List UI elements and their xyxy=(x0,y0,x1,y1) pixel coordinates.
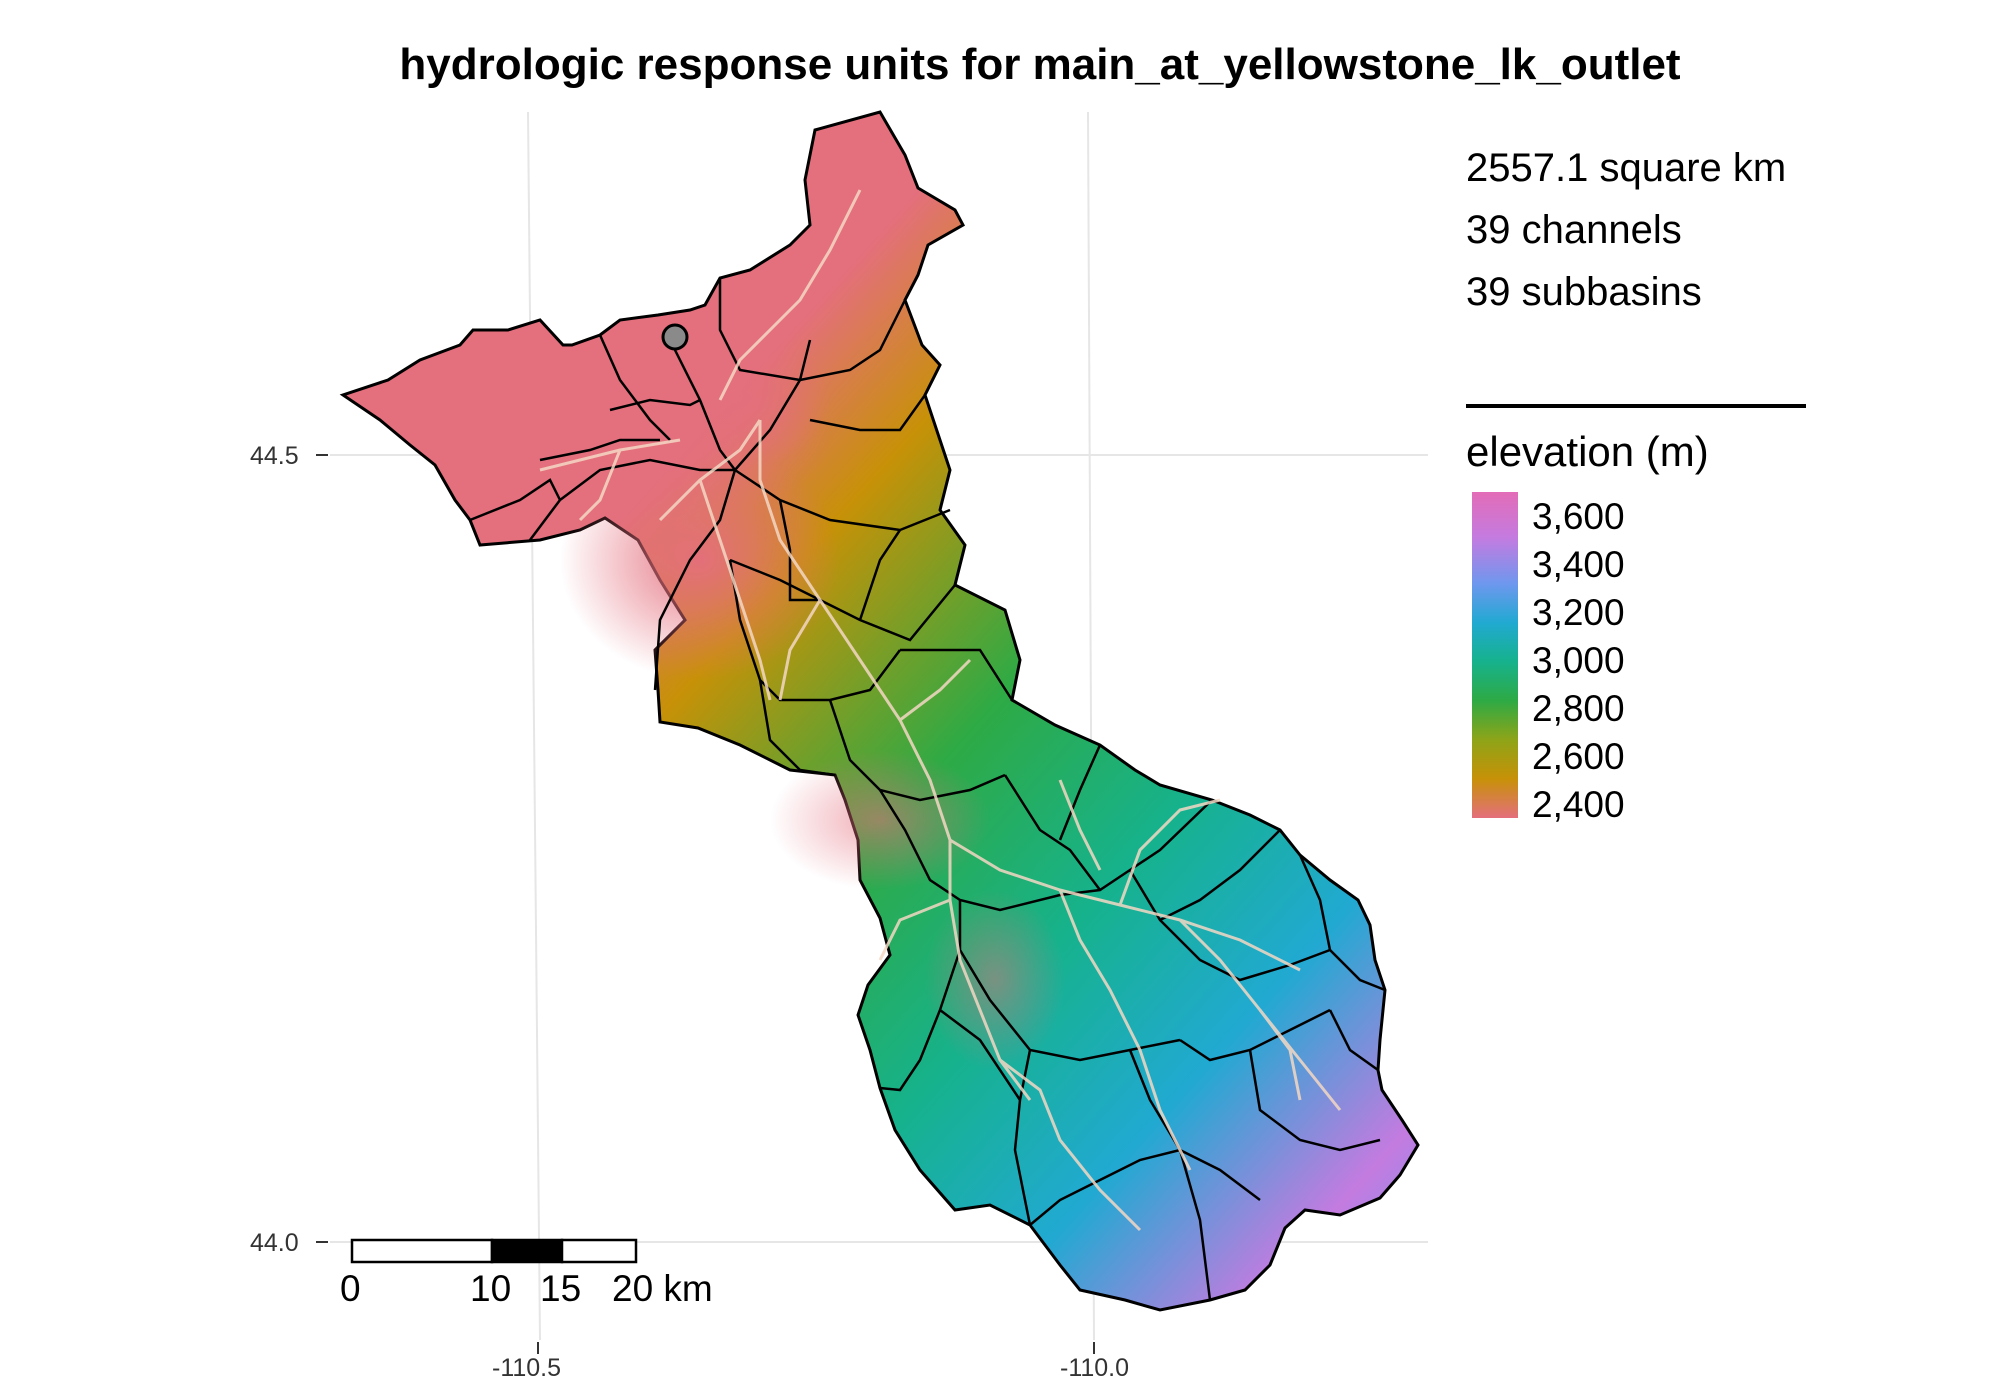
x-tick-label-110.5: -110.5 xyxy=(492,1354,562,1382)
stat-area: 2557.1 square km xyxy=(1466,146,1787,190)
legend-tick-2400: 2,400 xyxy=(1532,784,1625,825)
legend-tick-2800: 2,800 xyxy=(1532,688,1625,729)
map-title: hydrologic response units for main_at_ye… xyxy=(399,40,1681,89)
scale-label-0: 0 xyxy=(340,1268,361,1309)
legend-divider xyxy=(1466,404,1806,408)
scale-segment-10-15 xyxy=(490,1238,564,1264)
outlet-point-marker xyxy=(661,323,689,351)
stat-channels: 39 channels xyxy=(1466,208,1682,252)
stream-channels xyxy=(539,189,1342,1232)
y-tick-label-44.0: 44.0 xyxy=(250,1229,299,1257)
subbasin-boundaries xyxy=(469,278,1386,1301)
legend-tick-3400: 3,400 xyxy=(1532,544,1625,585)
legend-tick-2600: 2,600 xyxy=(1532,736,1625,777)
scale-segment-0-10 xyxy=(350,1238,494,1264)
watershed-boundary xyxy=(339,110,1420,1312)
scale-segment-15-20 xyxy=(560,1238,638,1264)
grid-line-110.5 xyxy=(527,111,541,1341)
legend-tick-3000: 3,000 xyxy=(1532,640,1625,681)
scale-label-10: 10 xyxy=(470,1268,512,1309)
x-tick-label-110.0: -110.0 xyxy=(1060,1354,1130,1382)
scale-bar xyxy=(350,1238,638,1264)
axis-ticks xyxy=(316,454,1095,1354)
elevation-colorbar xyxy=(1472,492,1518,818)
y-tick-label-44.5: 44.5 xyxy=(250,442,299,470)
stat-subbasins: 39 subbasins xyxy=(1466,270,1702,314)
scale-label-15: 15 xyxy=(540,1268,582,1309)
scale-label-20: 20 km xyxy=(612,1268,713,1309)
legend-title: elevation (m) xyxy=(1466,428,1709,475)
legend-tick-3200: 3,200 xyxy=(1532,592,1625,633)
legend-tick-3600: 3,600 xyxy=(1532,496,1625,537)
